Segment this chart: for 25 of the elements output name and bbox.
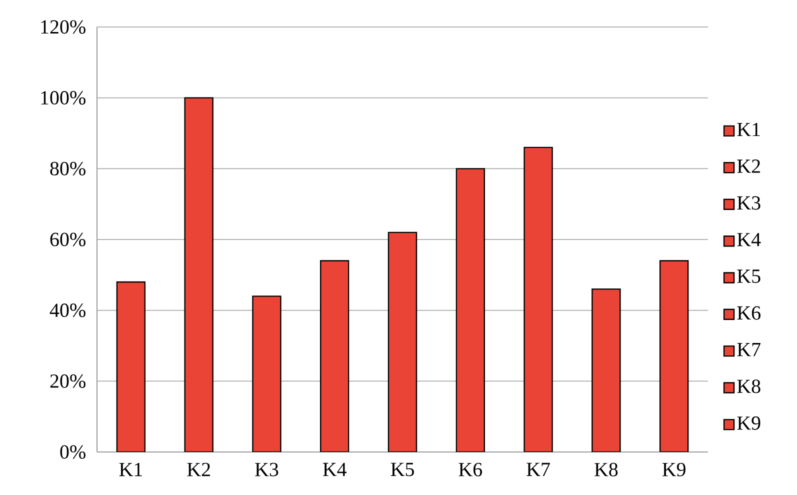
legend-label: K7 bbox=[737, 343, 760, 356]
y-tick-label: 100% bbox=[41, 91, 86, 105]
legend-label: K6 bbox=[737, 306, 760, 320]
y-tick-label: 20% bbox=[50, 374, 86, 388]
x-tick-label: K6 bbox=[458, 462, 482, 476]
x-tick-label: K8 bbox=[594, 462, 618, 476]
y-tick-label: 0% bbox=[60, 445, 86, 459]
x-tick-label: K2 bbox=[187, 462, 210, 476]
x-tick-label: K4 bbox=[322, 462, 347, 476]
x-tick-label: K3 bbox=[255, 462, 278, 476]
legend-label: K4 bbox=[737, 233, 761, 246]
legend-label: K2 bbox=[737, 160, 760, 173]
legend-label: K3 bbox=[737, 196, 760, 210]
y-tick-label: 60% bbox=[50, 232, 86, 246]
y-tick-label: 40% bbox=[50, 304, 86, 318]
legend-label: K9 bbox=[737, 416, 760, 430]
x-tick-label: K9 bbox=[662, 462, 686, 476]
x-tick-label: K5 bbox=[390, 462, 414, 476]
y-tick-label: 120% bbox=[41, 20, 86, 34]
legend-label: K8 bbox=[737, 380, 760, 394]
y-tick-label: 80% bbox=[50, 162, 86, 176]
legend-label: K5 bbox=[737, 270, 760, 283]
x-tick-label: K7 bbox=[526, 462, 550, 476]
legend-label: K1 bbox=[737, 122, 760, 136]
x-tick-label: K1 bbox=[119, 462, 142, 476]
